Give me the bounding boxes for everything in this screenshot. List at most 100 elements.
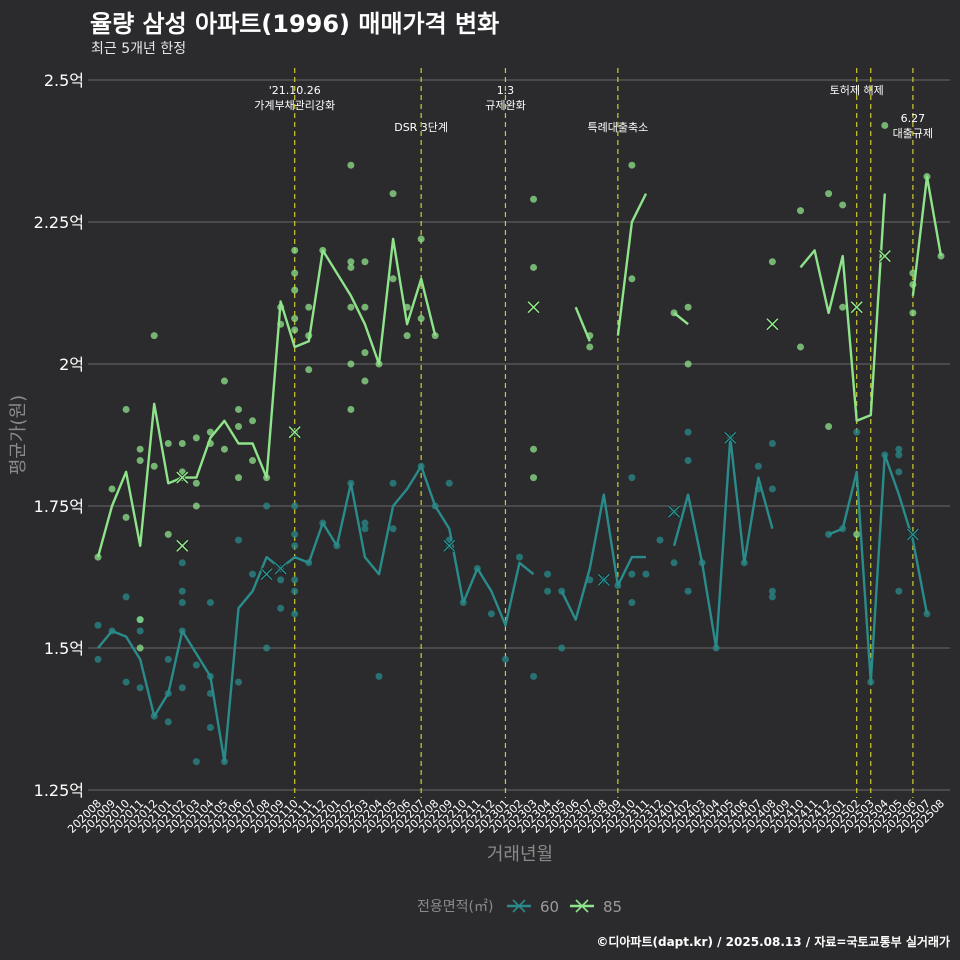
- event-label: 토허제 해제: [830, 83, 884, 97]
- caption: ©디아파트(dapt.kr) / 2025.08.13 / 자료=국토교통부 실…: [596, 935, 950, 949]
- data-point: [108, 485, 116, 493]
- data-point: [417, 315, 425, 323]
- data-point: [361, 258, 369, 266]
- data-point: [164, 530, 172, 538]
- data-point: [881, 121, 889, 129]
- data-point: [558, 644, 566, 652]
- y-tick-label: 1.25억: [34, 781, 84, 800]
- data-point: [263, 644, 271, 652]
- data-point: [291, 286, 299, 294]
- data-point: [291, 576, 299, 584]
- data-point: [122, 513, 130, 521]
- series-line-60: [560, 493, 646, 621]
- x-marker: [850, 300, 864, 314]
- data-point: [277, 576, 285, 584]
- data-point: [150, 332, 158, 340]
- data-point: [825, 422, 833, 430]
- data-point: [220, 377, 228, 385]
- data-point: [839, 201, 847, 209]
- data-point: [291, 326, 299, 334]
- event-label: '21.10.26: [269, 84, 321, 97]
- data-point: [263, 502, 271, 510]
- data-point: [684, 428, 692, 436]
- x-marker-stroke: [878, 250, 891, 263]
- data-point: [389, 479, 397, 487]
- y-tick-label: 1.75억: [34, 497, 84, 516]
- data-point: [178, 599, 186, 607]
- data-point: [797, 343, 804, 351]
- data-point: [235, 536, 242, 544]
- y-tick-label: 1.5억: [44, 639, 84, 658]
- data-point: [220, 445, 228, 453]
- data-point: [235, 422, 242, 430]
- data-point: [291, 246, 299, 254]
- data-point: [94, 621, 102, 629]
- x-marker-stroke: [850, 301, 863, 314]
- data-point: [235, 405, 242, 413]
- x-axis-title: 거래년월: [487, 844, 553, 865]
- data-point: [291, 542, 299, 550]
- data-point: [347, 360, 355, 368]
- x-marker: [597, 573, 611, 587]
- x-marker: [906, 527, 920, 541]
- x-marker-stroke: [274, 562, 287, 575]
- data-point: [136, 445, 144, 453]
- legend: 전용면적(㎡) 60 85: [417, 898, 622, 916]
- x-marker-stroke: [724, 431, 737, 444]
- data-point: [923, 610, 931, 618]
- data-point: [347, 303, 355, 311]
- data-point: [361, 525, 369, 533]
- data-point: [94, 553, 102, 561]
- data-point: [389, 275, 397, 283]
- legend-label: 60: [540, 898, 559, 916]
- data-point: [501, 655, 509, 663]
- data-point: [347, 258, 355, 266]
- data-point: [530, 474, 538, 482]
- data-point: [853, 428, 861, 436]
- data-point: [136, 627, 144, 635]
- series-line-85: [673, 311, 689, 326]
- data-point: [389, 190, 397, 198]
- x-marker: [667, 505, 681, 519]
- event-label: 1.3: [497, 84, 515, 97]
- data-point: [487, 610, 495, 618]
- x-marker-stroke: [443, 539, 456, 552]
- data-point: [192, 479, 200, 487]
- data-point: [235, 678, 242, 686]
- data-point: [249, 457, 257, 465]
- data-point: [347, 405, 355, 413]
- data-point: [178, 468, 186, 476]
- x-marker-stroke: [176, 471, 189, 484]
- event-label: 6.27: [901, 112, 926, 125]
- y-tick-label: 2.5억: [44, 71, 84, 90]
- grid-lines: [88, 79, 950, 791]
- data-point: [164, 440, 172, 448]
- data-point: [178, 587, 186, 595]
- legend-item-60: 60: [507, 898, 559, 916]
- data-point: [291, 315, 299, 323]
- data-point: [656, 536, 664, 544]
- data-point: [586, 343, 594, 351]
- data-point: [544, 587, 552, 595]
- data-point: [530, 195, 538, 203]
- data-point: [94, 655, 102, 663]
- data-point: [305, 303, 313, 311]
- data-point: [361, 303, 369, 311]
- data-point: [389, 525, 397, 533]
- data-point: [122, 678, 130, 686]
- data-point: [122, 593, 130, 601]
- x-marker-stroke: [288, 426, 301, 439]
- x-marker: [526, 300, 541, 314]
- legend-key-marker: [512, 899, 526, 913]
- series-line-85: [574, 306, 591, 342]
- data-point: [361, 349, 369, 357]
- data-point: [291, 530, 299, 538]
- data-point: [291, 269, 299, 277]
- series-line-85: [911, 175, 943, 296]
- series-line-60: [672, 436, 774, 650]
- event-label: 가계부채관리강화: [254, 99, 335, 112]
- x-marker-stroke: [260, 568, 273, 581]
- data-point: [895, 468, 903, 476]
- y-tick-label: 2.25억: [34, 213, 84, 232]
